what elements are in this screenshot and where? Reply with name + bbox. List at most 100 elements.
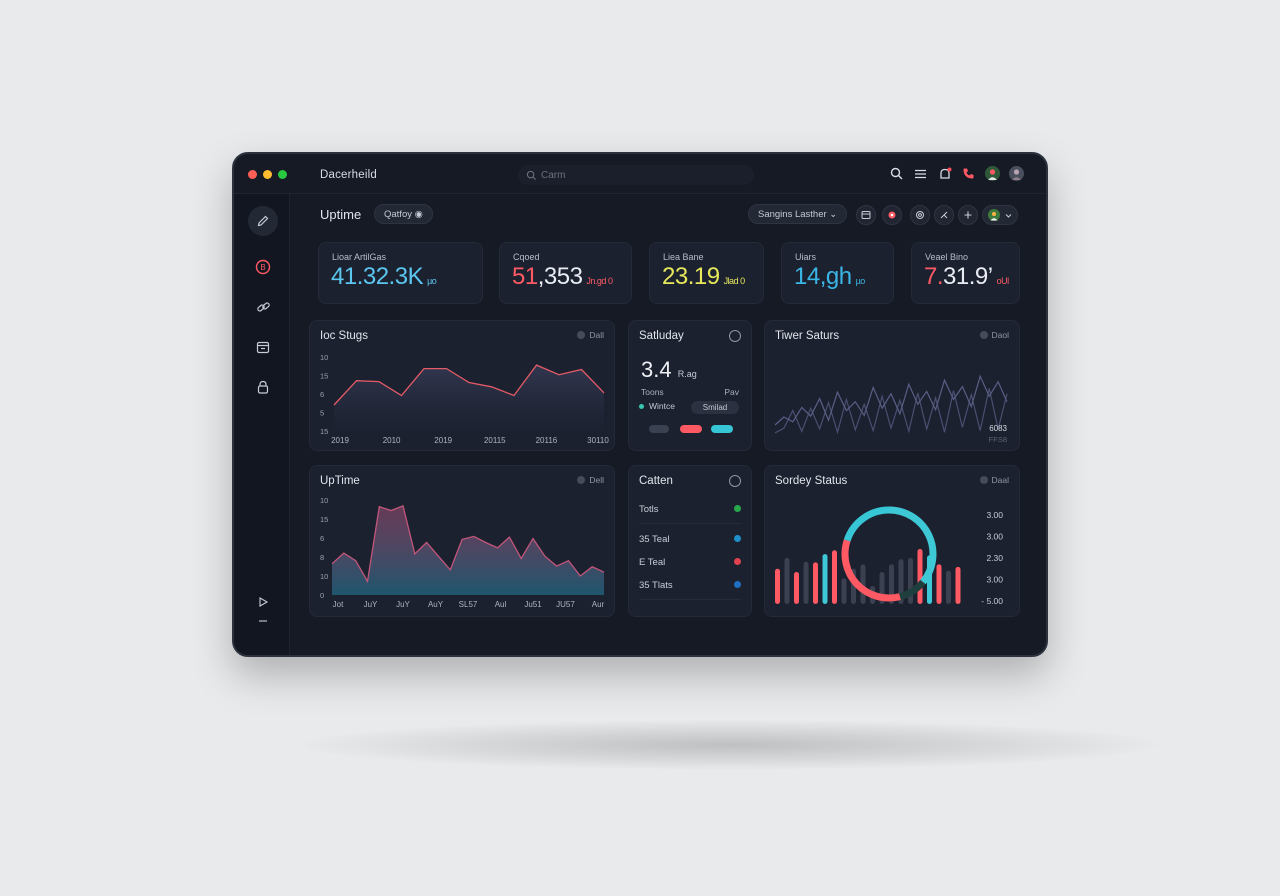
- plus-icon: [964, 211, 972, 219]
- close-light[interactable]: [248, 170, 257, 179]
- saturday-pill[interactable]: Smilad: [691, 401, 739, 414]
- y-tick-label: 3.00: [986, 575, 1003, 585]
- kpi-label: Liea Bane: [663, 252, 704, 262]
- donut-segment: [843, 506, 890, 542]
- kpi-value: 14,gh µo: [794, 263, 865, 291]
- saturday-right-label: Pav: [724, 387, 739, 397]
- kpi-value: 7.31.9’ oUl: [924, 263, 1009, 291]
- card-title: Satluday: [639, 330, 684, 342]
- kpi-label: Lioar ArtilGas: [332, 252, 387, 262]
- saturday-bar-red[interactable]: [680, 425, 702, 433]
- sordey-bar-donut-chart: 3.00 3.00 2.30 3.00 - 5.00: [775, 506, 1003, 606]
- status-bar: [822, 554, 828, 604]
- traffic-lights: [248, 170, 287, 179]
- options-icon: [979, 476, 988, 484]
- search-input[interactable]: [541, 169, 721, 181]
- options-icon: [979, 331, 988, 339]
- search-icon[interactable]: [889, 166, 904, 181]
- y-tick-label: 10: [320, 572, 328, 581]
- status-ring-icon[interactable]: [729, 330, 741, 342]
- chart-action[interactable]: Dell: [577, 475, 604, 485]
- kpi-unit: Jn.gd 0: [586, 276, 613, 286]
- list-item[interactable]: Totls: [639, 504, 659, 515]
- play-icon: [259, 597, 269, 607]
- kpi-number: 41.32.3K: [331, 263, 424, 290]
- x-tick-label: JuY: [396, 600, 410, 609]
- status-bar: [832, 550, 837, 604]
- kpi-card-1[interactable]: Lioar ArtilGas 41.32.3K µo: [318, 242, 483, 304]
- status-bar: [813, 562, 818, 604]
- svg-text:B: B: [260, 263, 265, 272]
- calendar-icon: [256, 341, 270, 354]
- status-dot: [734, 558, 741, 565]
- calendar-button[interactable]: [856, 205, 876, 225]
- list-item[interactable]: 35 Tlats: [639, 580, 673, 591]
- sidebar-item-play[interactable]: [248, 587, 278, 617]
- sidebar-item-calendar[interactable]: [248, 332, 278, 362]
- avatar[interactable]: [1009, 166, 1024, 181]
- kpi-card-4[interactable]: Uiars 14,gh µo: [781, 242, 894, 304]
- layers-button[interactable]: [910, 205, 930, 225]
- check-circle-icon[interactable]: [729, 475, 741, 487]
- y-tick-label: 10: [320, 353, 328, 362]
- minimize-light[interactable]: [263, 170, 272, 179]
- x-tick-label: Ju51: [524, 600, 542, 609]
- list-item[interactable]: 35 Teal: [639, 534, 670, 545]
- record-button[interactable]: [882, 205, 902, 225]
- sidebar-item-links[interactable]: [248, 292, 278, 322]
- layers-icon: [916, 211, 924, 219]
- user-menu[interactable]: [982, 205, 1018, 225]
- sidebar-item-security[interactable]: [248, 372, 278, 402]
- filter-dropdown[interactable]: Qatfoy ◉: [374, 204, 433, 224]
- kpi-value: 51,353 Jn.gd 0: [512, 263, 613, 291]
- kpi-number: 51,353: [512, 263, 583, 290]
- add-button[interactable]: [958, 205, 978, 225]
- status-dot: [734, 535, 741, 542]
- chart-card-uptime: UpTime Dell 10 15 6 8 10 0 Jot JuY JuY AuY SL57 Aul…: [309, 465, 615, 617]
- search-bar[interactable]: [518, 165, 754, 185]
- saturday-card: Satluday 3.4 R.ag Toons Pav Wintce Smila…: [628, 320, 752, 451]
- y-tick-label: 3.00: [986, 532, 1003, 542]
- y-tick-label: 8: [320, 553, 324, 562]
- sidebar-item-edit[interactable]: [248, 206, 278, 236]
- legend-label: Wintce: [649, 401, 675, 411]
- menu-icon[interactable]: [913, 166, 928, 181]
- chart-card-tiwer: Tiwer Saturs Daol 6083 FFS8: [764, 320, 1020, 451]
- kpi-label: Veael Bino: [925, 252, 969, 262]
- status-bar: [936, 564, 942, 604]
- chart-action[interactable]: Daal: [979, 475, 1009, 485]
- sidebar-item-collapse[interactable]: [248, 606, 278, 636]
- list-item[interactable]: E Teal: [639, 557, 666, 568]
- saturday-bar-neutral[interactable]: [649, 425, 669, 433]
- search-icon: [526, 170, 537, 180]
- record-icon: [888, 211, 896, 219]
- kpi-card-2[interactable]: Cqoed 51,353 Jn.gd 0: [499, 242, 632, 304]
- chart-action-label: Dell: [589, 475, 604, 485]
- saturday-bar-cyan[interactable]: [711, 425, 733, 433]
- wave-series-line: [774, 388, 1008, 435]
- avatar[interactable]: [985, 166, 1000, 181]
- kpi-card-5[interactable]: Veael Bino 7.31.9’ oUl: [911, 242, 1020, 304]
- sidebar: B: [234, 194, 290, 655]
- chart-series-line: [331, 505, 605, 584]
- share-button[interactable]: [934, 205, 954, 225]
- kpi-label: Cqoed: [513, 252, 540, 262]
- chart-action[interactable]: Daol: [979, 330, 1009, 340]
- sidebar-item-uptime[interactable]: B: [248, 252, 278, 282]
- y-tick-label: 10: [320, 496, 328, 505]
- x-tick-label: JuY: [364, 600, 378, 609]
- x-tick-label: Aur: [592, 600, 605, 609]
- circle-b-icon: B: [255, 259, 271, 275]
- app-title: Dacerheild: [320, 169, 377, 181]
- segment-dropdown[interactable]: Sangins Lasther ⌄: [748, 204, 848, 224]
- kpi-card-3[interactable]: Liea Bane 23.19 Jlad 0: [649, 242, 764, 304]
- maximize-light[interactable]: [278, 170, 287, 179]
- notification-icon[interactable]: [937, 166, 952, 181]
- options-icon: [577, 331, 586, 339]
- title-bar: Dacerheild: [234, 154, 1046, 194]
- status-bar: [946, 570, 951, 604]
- chart-action-label: Daal: [991, 475, 1009, 485]
- phone-icon[interactable]: [961, 166, 976, 181]
- chart-action[interactable]: Dall: [577, 330, 604, 340]
- status-bar: [955, 566, 961, 604]
